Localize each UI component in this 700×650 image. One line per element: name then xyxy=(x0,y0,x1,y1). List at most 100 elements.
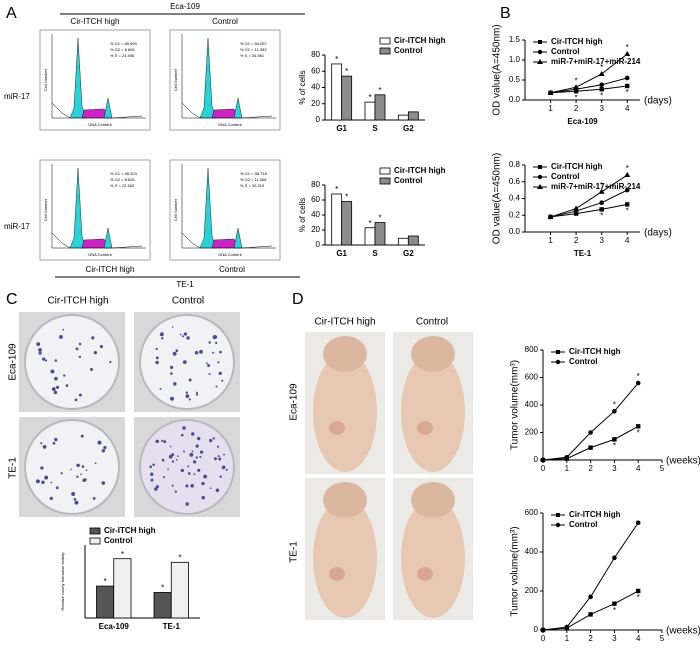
significance: * xyxy=(104,577,107,586)
x-tick-label: 4 xyxy=(636,464,641,473)
colony xyxy=(54,437,58,442)
y-axis-title: OD value(A=450nm) xyxy=(492,24,503,115)
marker xyxy=(573,84,580,90)
marker xyxy=(636,588,641,594)
legend-swatch xyxy=(89,527,101,535)
colony xyxy=(191,450,194,453)
colony xyxy=(101,449,106,453)
significance: * xyxy=(626,88,629,97)
colony xyxy=(219,475,222,478)
marker xyxy=(599,200,604,205)
colony xyxy=(40,466,44,470)
y-tick-label: 80 xyxy=(311,180,320,189)
legend-marker xyxy=(537,49,543,55)
legend-label: Control xyxy=(569,520,597,529)
colony xyxy=(183,450,185,453)
marker xyxy=(588,594,593,600)
bar xyxy=(397,114,409,121)
significance: * xyxy=(575,76,578,85)
significance: * xyxy=(626,43,629,52)
row-label: Eca-109 xyxy=(8,343,19,381)
legend-label: Control xyxy=(394,46,422,55)
y-tick-label: 200 xyxy=(525,428,539,437)
x-tick-label: 5 xyxy=(660,464,665,473)
colony xyxy=(215,488,220,493)
histogram-outline xyxy=(181,232,273,249)
column-label: Control xyxy=(212,17,238,26)
tumor xyxy=(329,567,345,581)
row-label: TE-1 xyxy=(289,541,300,563)
colony xyxy=(180,433,184,437)
series-line xyxy=(550,174,628,218)
legend-label: Control xyxy=(551,172,579,181)
legend-swatch xyxy=(379,37,391,45)
colony xyxy=(74,500,79,505)
colony xyxy=(154,487,158,491)
flow-stat: % G2 = 11.066 xyxy=(240,177,267,182)
significance: * xyxy=(378,214,381,223)
significance: * xyxy=(626,206,629,215)
colony xyxy=(170,372,173,375)
colony xyxy=(168,454,173,459)
y-axis-title: Tumor volume(mm³) xyxy=(510,360,521,450)
colony xyxy=(83,478,87,482)
colony xyxy=(36,342,41,347)
colony xyxy=(35,479,40,484)
significance: * xyxy=(600,91,603,100)
x-axis-title: TE-1 xyxy=(574,249,592,258)
tumor xyxy=(329,421,345,435)
marker xyxy=(636,424,641,429)
colony xyxy=(183,332,188,336)
plate xyxy=(139,419,235,515)
panel-letter: D xyxy=(292,291,304,308)
colony xyxy=(182,360,187,365)
x-tick-label: 2 xyxy=(588,634,593,643)
colony xyxy=(213,457,217,461)
y-tick-label: 600 xyxy=(525,508,539,517)
colony xyxy=(177,455,179,457)
flow-stat: % G2 = 11.393 xyxy=(240,47,267,52)
plate xyxy=(24,419,120,515)
y-tick-label: 800 xyxy=(525,345,539,354)
mouse-body xyxy=(313,352,377,472)
y-axis-title: OD value(A=450nm) xyxy=(492,153,503,244)
colony xyxy=(187,472,191,475)
colony xyxy=(94,462,97,465)
y-tick-label: 60 xyxy=(311,66,320,75)
y-tick-label: 1.0 xyxy=(509,55,521,64)
colony xyxy=(155,439,159,444)
plate-photos xyxy=(19,312,240,517)
legend-swatch xyxy=(379,47,391,55)
x-tick-label: TE-1 xyxy=(163,622,181,631)
y-tick-label: 0 xyxy=(534,455,539,464)
colony xyxy=(217,361,220,364)
colony xyxy=(101,481,106,485)
x-tick-label: 3 xyxy=(599,236,604,245)
x-tick-label: 1 xyxy=(548,104,553,113)
legend-marker xyxy=(555,359,561,365)
y-tick-label: 200 xyxy=(525,586,539,595)
legend-marker xyxy=(537,184,543,189)
colony xyxy=(55,486,59,490)
colony xyxy=(201,481,205,486)
x-tick-label: S xyxy=(372,249,378,258)
y-tick-label: 0 xyxy=(316,240,321,249)
colony xyxy=(171,326,174,328)
colony xyxy=(149,465,153,469)
legend-swatch xyxy=(379,177,391,185)
significance: * xyxy=(345,193,348,202)
y-axis-title: % of cells xyxy=(298,70,307,104)
column-label: Cir-ITCH high xyxy=(47,296,108,307)
colony xyxy=(109,360,112,364)
flow-stat: % S = 23.162 xyxy=(110,183,135,188)
axis-title: Cell Number xyxy=(173,68,178,91)
marker xyxy=(612,437,617,442)
bar xyxy=(364,101,376,121)
colony xyxy=(205,362,208,365)
marker xyxy=(547,89,554,95)
colony xyxy=(45,359,48,362)
colony xyxy=(155,347,158,350)
colony xyxy=(186,336,190,340)
colony xyxy=(54,359,58,362)
